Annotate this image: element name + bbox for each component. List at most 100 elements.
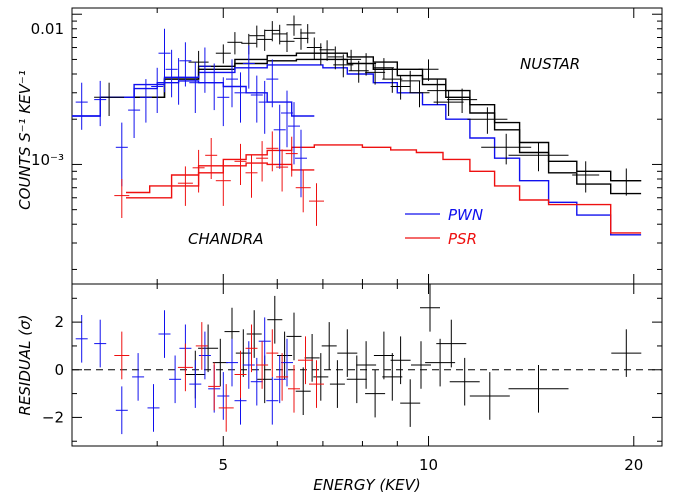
residual-point-1-15 [250,357,263,406]
residual-point-0-1 [198,324,219,373]
residual-point-0-11 [304,334,320,382]
spectrum-point-1-7 [165,49,178,98]
residual-point-0-7 [267,295,283,344]
spectrum-point-1-20 [273,104,286,169]
spectrum-point-0-18 [341,49,362,71]
residual-point-0-30 [611,329,642,377]
residual-point-0-25 [425,338,456,387]
residual-point-0-26 [436,319,467,368]
residual-point-1-11 [217,372,230,420]
spectrum-point-0-3 [227,32,243,55]
spectrum-point-0-10 [286,15,302,36]
legend-pwn-label: PWN [448,206,483,224]
xtick-label-10: 10 [419,456,438,474]
spectrum-point-0-5 [249,25,265,48]
xtick-label-20: 20 [624,456,643,474]
spectrum-point-0-6 [257,29,273,51]
model-step-curve-4 [126,144,642,234]
spectrum-point-1-15 [234,72,247,123]
spectrum-point-0-19 [348,60,369,83]
residual-point-0-5 [246,310,262,358]
spectrum-point-2-1 [177,166,193,206]
nustar-label: NUSTAR [520,55,580,73]
spectrum-point-2-10 [285,136,298,177]
spectrum-point-2-7 [256,141,269,182]
residual-point-2-6 [245,324,258,373]
spectrum-ylabel: COUNTS S⁻¹ KEV⁻¹ [16,70,34,210]
residual-point-2-0 [114,331,130,380]
residual-point-0-10 [295,367,311,415]
model-step-curve-3 [72,80,315,117]
residual-point-1-14 [242,341,255,389]
residual-ylabel: RESIDUAL (σ) [16,315,34,416]
residual-point-1-0 [75,315,88,363]
spectrum-point-1-14 [226,59,238,108]
spectrum-point-0-34 [572,161,600,193]
spectrum-point-2-4 [215,162,231,206]
spectrum-point-0-33 [508,142,569,172]
spectrum-point-0-32 [481,133,532,165]
model-step-curve-1 [100,58,642,195]
spectrum-point-0-12 [300,24,316,44]
spectrum-point-2-0 [114,179,130,218]
spectrum-point-1-5 [151,67,164,113]
residual-frame [71,283,663,447]
spectrum-point-0-20 [356,53,377,76]
residual-point-2-7 [256,341,269,389]
spectrum-point-2-11 [295,169,311,213]
spectrum-point-1-13 [217,77,230,127]
spectrum-point-1-9 [179,42,192,87]
residual-point-2-10 [288,365,300,413]
residual-point-1-6 [169,355,182,404]
residual-point-2-9 [276,353,289,401]
residual-point-2-2 [195,322,208,370]
spectrum-point-1-16 [242,45,255,89]
model-step-curve-5 [126,162,315,199]
spectrum-point-1-0 [75,82,88,130]
spectrum-point-0-23 [382,67,403,93]
spectrum-point-0-21 [365,62,386,85]
spectrum-point-1-17 [250,75,263,123]
legend-psr-label: PSR [448,230,477,248]
residual-point-2-8 [266,329,279,377]
spectrum-point-0-30 [447,88,478,113]
spectrum-point-0-9 [279,32,295,52]
spectrum-point-0-22 [373,58,394,80]
spectrum-point-2-12 [309,183,324,226]
residual-point-1-8 [189,360,202,408]
chandra-label: CHANDRA [188,230,263,248]
spectrum-frame [71,7,663,285]
residual-point-0-13 [321,322,337,370]
residual-point-0-20 [382,353,403,401]
residual-point-0-15 [337,329,358,377]
spectrum-point-0-11 [293,28,309,50]
residual-point-1-19 [281,338,293,387]
spectrum-point-0-14 [313,43,329,65]
spectrum-point-0-16 [327,46,343,70]
spectrum-point-1-19 [266,59,279,108]
residual-point-0-12 [313,353,329,401]
spectrum-point-1-11 [198,47,211,93]
spectrum-point-1-18 [258,80,271,134]
spectrum-point-2-3 [205,138,218,179]
residual-point-0-24 [420,284,440,332]
spectrum-point-1-12 [208,63,221,111]
residual-point-1-2 [115,386,128,435]
spectrum-point-0-31 [467,107,508,134]
residual-point-0-9 [286,312,302,361]
spectrum-point-0-28 [427,79,448,105]
spectrum-point-0-29 [433,90,464,116]
residual-point-0-16 [346,355,367,404]
spectrum-point-1-23 [295,129,307,198]
residual-point-1-9 [198,331,211,380]
spectrum-point-2-8 [266,131,279,172]
residual-panel: −2 0 2 5 10 20 ENERGY (KEV) RESIDUAL (σ) [16,283,663,494]
spectrum-data-points [75,15,642,226]
energy-xlabel: ENERGY (KEV) [313,476,420,494]
residual-point-0-29 [508,365,569,413]
residual-data-points [75,284,642,435]
spectrum-point-1-2 [115,122,128,187]
spectrum-point-1-6 [158,28,171,93]
spectrum-point-1-21 [281,90,293,148]
spectrum-point-1-8 [172,58,185,105]
